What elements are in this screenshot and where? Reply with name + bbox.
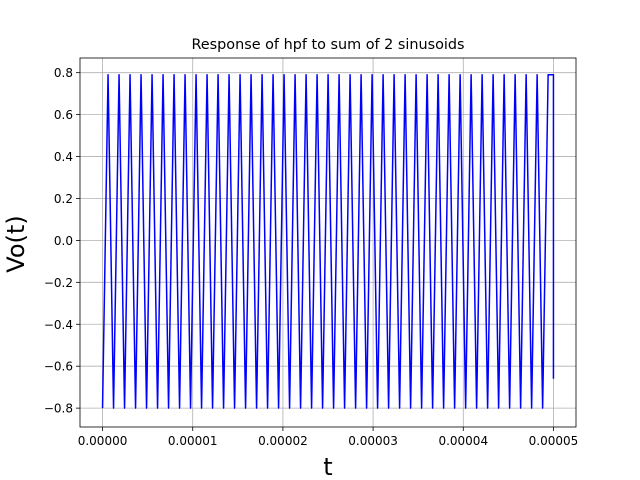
x-tick-label: 0.00001 — [168, 434, 218, 448]
x-tick-label: 0.00005 — [529, 434, 579, 448]
chart-title: Response of hpf to sum of 2 sinusoids — [191, 37, 464, 53]
x-tick-label: 0.00003 — [348, 434, 398, 448]
x-tick-label: 0.00000 — [78, 434, 128, 448]
plot-frame — [79, 57, 577, 428]
y-axis-label: Vo(t) — [2, 215, 30, 272]
y-tick-label: −0.2 — [44, 276, 73, 290]
y-tick-label: −0.8 — [44, 402, 73, 416]
y-tick-label: −0.6 — [44, 360, 73, 374]
y-tick-label: 0.2 — [54, 192, 73, 206]
series-layer — [101, 74, 555, 409]
y-ticks: −0.8 −0.6 −0.4 −0.2 0.0 0.2 0.4 0.6 0.8 — [44, 66, 80, 416]
y-tick-label: −0.4 — [44, 318, 73, 332]
series-line — [101, 74, 555, 409]
y-tick-label: 0.8 — [54, 66, 73, 80]
y-tick-label: 0.6 — [54, 108, 73, 122]
x-ticks: 0.00000 0.00001 0.00002 0.00003 0.00004 0.000… — [78, 427, 579, 448]
x-tick-label: 0.00004 — [438, 434, 488, 448]
x-axis-label: t — [323, 453, 332, 480]
x-tick-label: 0.00002 — [258, 434, 308, 448]
y-tick-label: 0.4 — [54, 150, 73, 164]
y-tick-label: 0.0 — [54, 234, 73, 248]
